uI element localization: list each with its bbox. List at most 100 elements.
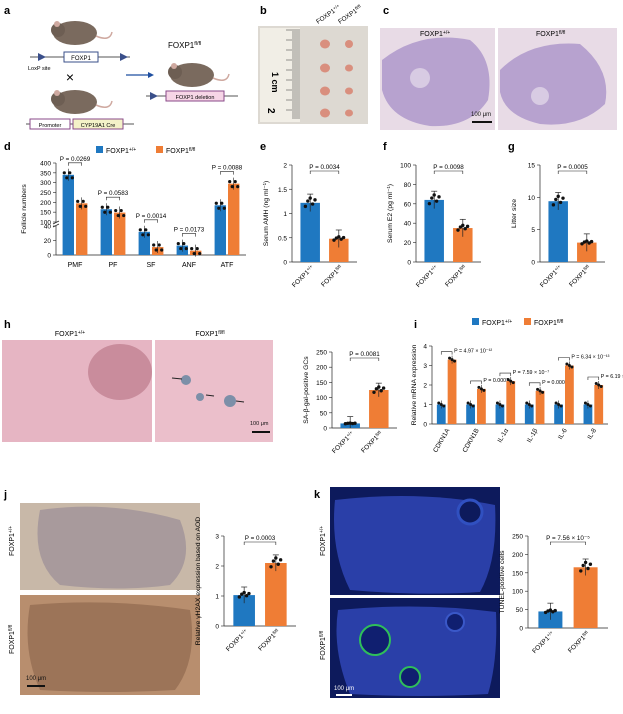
p-bracket bbox=[243, 541, 277, 545]
j-wt-label: FOXP1+/+ bbox=[8, 526, 16, 556]
x-tick-label: CDKN1A bbox=[432, 427, 452, 454]
data-point bbox=[381, 386, 386, 390]
tick-label-ko: FOXP1fl/fl bbox=[566, 630, 591, 655]
tick-label-wt: FOXP1+/+ bbox=[538, 264, 564, 290]
data-point bbox=[122, 213, 126, 218]
data-point bbox=[379, 389, 383, 393]
he-follicle-ko bbox=[531, 87, 549, 105]
data-point bbox=[271, 559, 276, 563]
data-point bbox=[247, 591, 251, 596]
p-value-label: P = 0.0269 bbox=[60, 156, 91, 163]
x-tick-label: IL-8 bbox=[586, 427, 598, 441]
data-point bbox=[242, 590, 246, 595]
data-point bbox=[498, 403, 502, 406]
loxp-triangle-left bbox=[38, 53, 46, 61]
ihc-tissue-ko bbox=[27, 602, 193, 692]
y-tick-label: 50 bbox=[516, 607, 524, 614]
p-value-label: P = 7.59 × 10⁻⁷ bbox=[513, 370, 550, 376]
data-point bbox=[586, 566, 590, 571]
bar-wt bbox=[466, 404, 475, 424]
y-axis-label: SA-β-gal-positive GCs bbox=[303, 356, 310, 424]
chart-h: 0 50 100 150 200 250 SA-β-gal-positive GCs FOXP… bbox=[303, 350, 397, 455]
data-point bbox=[65, 176, 69, 180]
data-point bbox=[230, 185, 234, 189]
data-point bbox=[237, 595, 242, 599]
data-point bbox=[114, 208, 118, 213]
data-point bbox=[594, 382, 598, 385]
bar-wt bbox=[424, 199, 444, 262]
data-point bbox=[477, 385, 481, 389]
y-tick-label: 250 bbox=[40, 190, 51, 197]
p-bracket bbox=[182, 233, 196, 237]
data-point bbox=[220, 201, 224, 205]
legend-swatch-wt-i bbox=[472, 318, 479, 325]
x-tick-label: IL-1α bbox=[497, 427, 511, 444]
data-point bbox=[538, 389, 542, 393]
data-point bbox=[337, 235, 341, 239]
bar-wt bbox=[138, 231, 150, 255]
if-follicle-wt bbox=[456, 498, 484, 526]
data-point bbox=[269, 565, 273, 569]
tick-label-wt: FOXP1+/+ bbox=[224, 628, 250, 654]
data-point bbox=[458, 225, 463, 229]
panel-label-f: f bbox=[383, 141, 387, 153]
y-tick-label: 0 bbox=[283, 260, 287, 267]
panel-label-d: d bbox=[4, 141, 11, 153]
bar-ko bbox=[265, 563, 287, 626]
data-point bbox=[146, 233, 150, 237]
data-point bbox=[495, 401, 499, 405]
bar-ko bbox=[76, 203, 88, 255]
data-point bbox=[306, 199, 310, 203]
legend-wt-i: FOXP1+/+ bbox=[482, 319, 512, 327]
y-tick-label: 250 bbox=[316, 350, 327, 357]
bar-wt bbox=[436, 404, 446, 424]
foxp1-box-label: FOXP1 bbox=[71, 56, 91, 62]
data-point bbox=[244, 594, 249, 598]
chart-k: 0 50 100 150 200 250 TUNEL-positive cells FOXP1… bbox=[499, 534, 608, 655]
y-axis-label: Follicle numbers bbox=[21, 184, 28, 234]
p-value-label: P = 6.34 × 10⁻¹³ bbox=[571, 355, 609, 361]
legend-swatch-ko-i bbox=[524, 318, 531, 325]
data-point bbox=[190, 247, 194, 251]
x-tick-label: PMF bbox=[68, 262, 83, 269]
k-wt-label: FOXP1+/+ bbox=[319, 526, 327, 556]
data-point bbox=[442, 404, 446, 408]
p-bracket bbox=[349, 357, 380, 361]
data-point bbox=[551, 203, 556, 207]
p-bracket bbox=[68, 162, 82, 166]
p-bracket bbox=[144, 219, 158, 223]
data-point bbox=[570, 365, 574, 369]
deletion-label: FOXP1 deletion bbox=[176, 95, 215, 101]
bar-wt bbox=[583, 404, 593, 424]
data-point bbox=[217, 206, 221, 210]
data-point bbox=[565, 362, 569, 366]
data-point bbox=[453, 359, 457, 363]
mouse-icon-top bbox=[51, 21, 113, 45]
tick-label-wt: FOXP1+/+ bbox=[414, 264, 440, 290]
j-ko-label: FOXP1fl/fl bbox=[8, 625, 16, 654]
data-point bbox=[353, 421, 357, 425]
ovary-samples bbox=[320, 39, 353, 118]
y-tick-label: 1 bbox=[423, 402, 427, 409]
panel-label-e: e bbox=[260, 141, 266, 153]
panel-label-i: i bbox=[414, 319, 417, 331]
chart-i: 0 1 2 3 4 Relative mRNA expression CDKN1A P = 4… bbox=[411, 344, 623, 454]
data-point bbox=[583, 560, 588, 565]
tick-label-ko: FOXP1fl/fl bbox=[359, 430, 384, 455]
bar-wt bbox=[300, 202, 320, 262]
panel-label-j: j bbox=[3, 489, 7, 501]
data-point bbox=[581, 563, 585, 568]
data-point bbox=[553, 608, 557, 613]
k-scale-label: 100 μm bbox=[334, 686, 354, 692]
p-bracket bbox=[587, 376, 600, 380]
data-point bbox=[439, 403, 443, 406]
y-tick-label: 1 bbox=[215, 594, 219, 601]
y-tick-label: 150 bbox=[40, 210, 51, 217]
data-point bbox=[466, 401, 470, 405]
data-point bbox=[116, 213, 120, 218]
data-point bbox=[78, 204, 82, 208]
ruler bbox=[260, 28, 300, 122]
bar-ko bbox=[447, 359, 457, 424]
if-tissue-wt bbox=[334, 496, 496, 594]
